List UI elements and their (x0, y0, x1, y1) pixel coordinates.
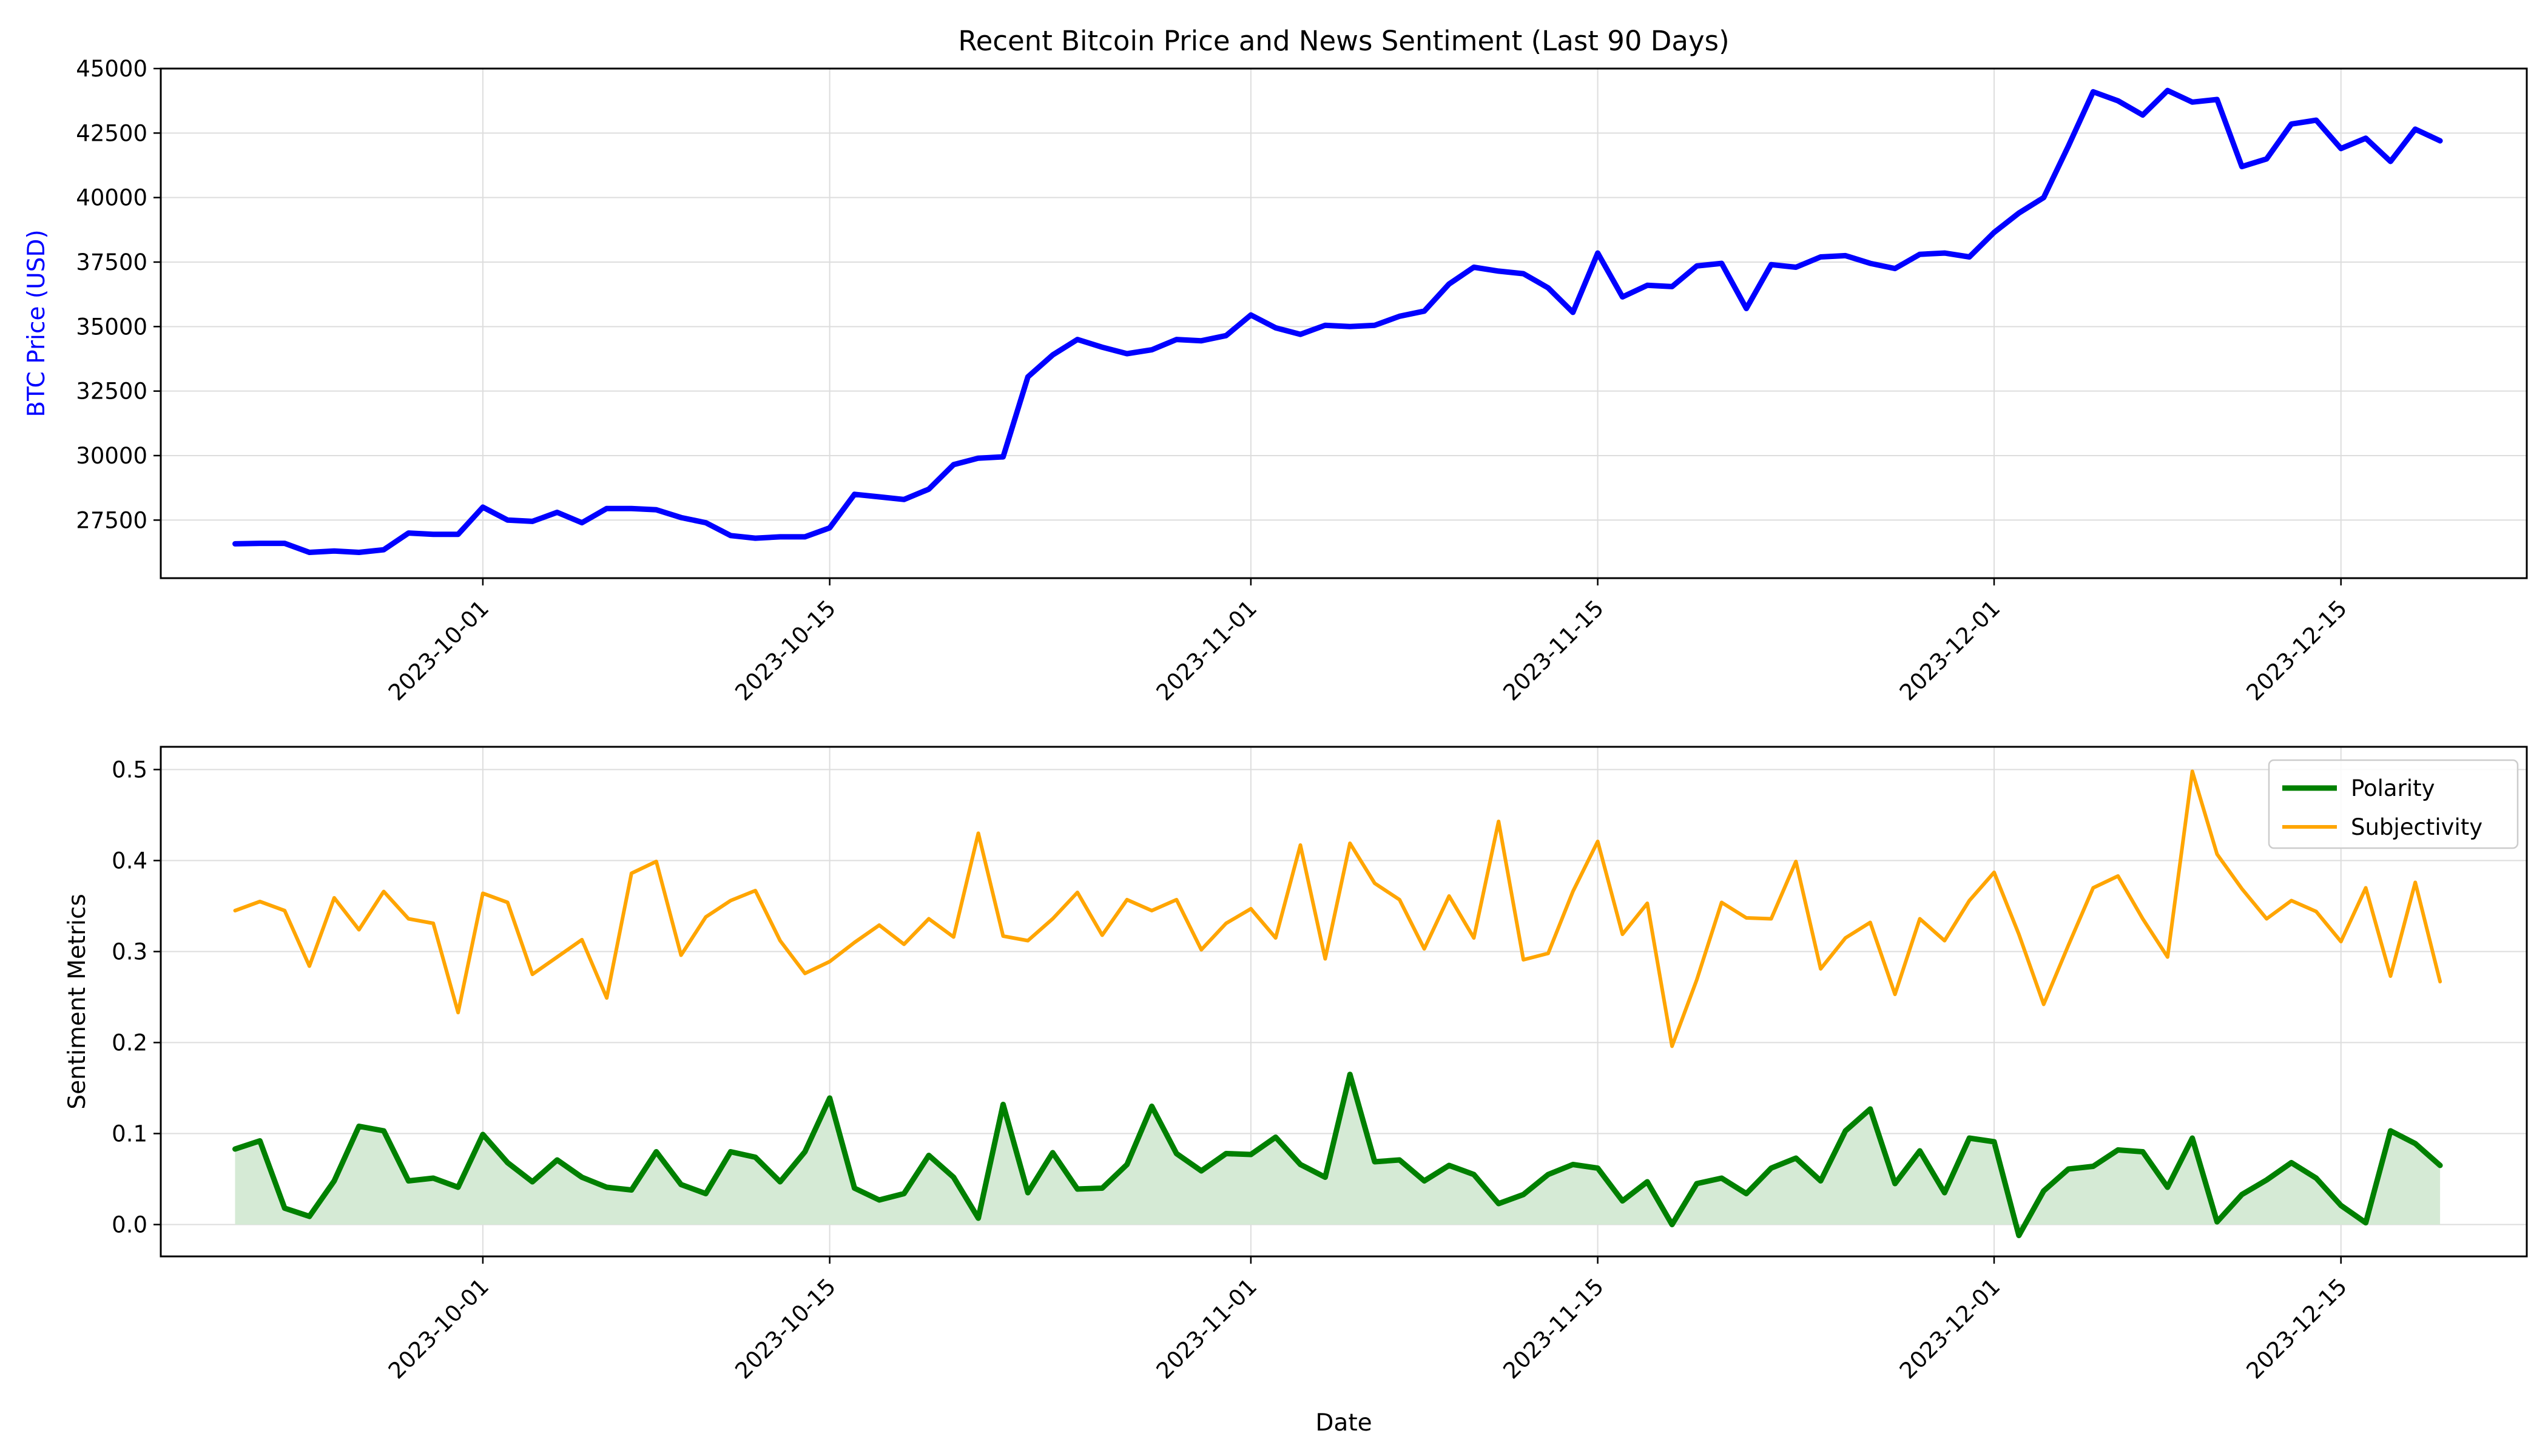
y-tick-label: 27500 (76, 507, 147, 533)
series-line-subjectivity (233, 769, 2442, 1048)
y-tick-label: 0.0 (112, 1212, 147, 1238)
y-tick-label: 0.4 (112, 848, 147, 874)
y-tick-label: 42500 (76, 120, 147, 146)
y-tick-label: 37500 (76, 249, 147, 275)
sentiment-axes-frame (160, 746, 2528, 1258)
legend-label-subjectivity: Subjectivity (2351, 814, 2482, 840)
sentiment-y-axis-label: Sentiment Metrics (64, 894, 91, 1110)
legend: Polarity Subjectivity (2268, 759, 2519, 849)
y-tick-label: 32500 (76, 379, 147, 405)
sentiment-x-axis-label: Date (1315, 1409, 1372, 1437)
series-line-polarity (232, 1071, 2443, 1238)
chart-title: Recent Bitcoin Price and News Sentiment … (958, 25, 1729, 57)
price-y-axis-label: BTC Price (USD) (23, 229, 50, 417)
y-tick-label: 45000 (76, 56, 147, 82)
sentiment-y-ticks: 0.0 0.1 0.2 0.3 0.4 0.5 (112, 757, 161, 1238)
y-tick-label: 40000 (76, 185, 147, 211)
sentiment-series (232, 769, 2443, 1238)
legend-label-polarity: Polarity (2351, 775, 2435, 801)
series-fill-polarity (235, 1074, 2441, 1236)
price-grid (161, 68, 2527, 578)
y-tick-label: 0.5 (112, 757, 147, 783)
price-axes-frame (160, 67, 2528, 579)
price-y-ticks: 27500 30000 32500 35000 37500 40000 42500 45000 (76, 56, 161, 533)
y-tick-label: 30000 (76, 443, 147, 469)
y-tick-label: 0.1 (112, 1121, 147, 1147)
y-tick-label: 0.3 (112, 939, 147, 965)
y-tick-label: 35000 (76, 314, 147, 340)
y-tick-label: 0.2 (112, 1030, 147, 1056)
series-line-price (232, 87, 2443, 555)
price-series (232, 87, 2443, 555)
